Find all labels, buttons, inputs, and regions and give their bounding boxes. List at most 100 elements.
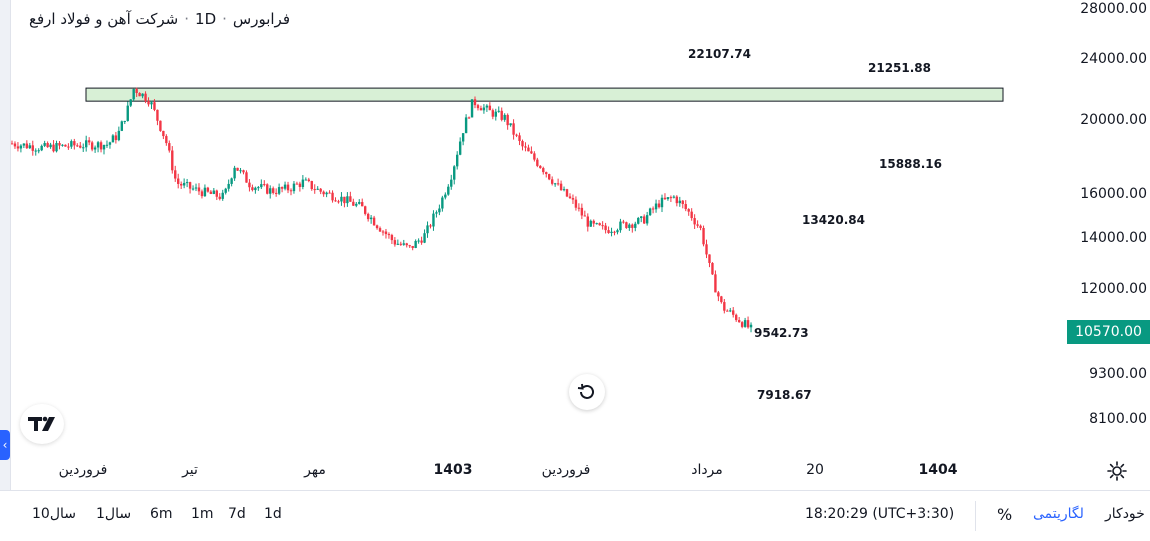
time-tick-label: فروردین: [541, 462, 591, 478]
reset-chart-icon: [577, 383, 594, 399]
candle-body: [37, 150, 40, 152]
clock-timezone[interactable]: 18:20:29 (UTC+3:30): [805, 506, 955, 522]
log-scale-button[interactable]: لگاریتمی: [1033, 506, 1084, 522]
candle-body: [322, 191, 325, 195]
candle-body: [31, 145, 34, 151]
candle-body: [156, 109, 159, 121]
candle-body: [366, 213, 370, 220]
candle-body: [435, 212, 438, 214]
candle-body: [604, 225, 607, 231]
candle-body: [144, 93, 147, 102]
candle-body: [171, 150, 174, 171]
candle-body: [96, 142, 100, 148]
candle-body: [675, 196, 679, 204]
candle-body: [548, 174, 551, 180]
candle-body: [76, 145, 79, 147]
candle-body: [509, 123, 512, 126]
candle-body: [527, 147, 530, 152]
interval-label[interactable]: 1D: [195, 10, 217, 28]
candle-body: [669, 197, 673, 199]
candle-body: [634, 223, 637, 228]
candle-body: [218, 196, 221, 199]
candle-body: [114, 135, 118, 141]
candle-body: [482, 107, 486, 111]
range-10y-button[interactable]: 10سال: [32, 506, 76, 522]
candle-body: [58, 143, 61, 146]
time-tick-label: 20: [806, 462, 824, 478]
candle-body: [453, 166, 456, 180]
candle-body: [340, 196, 343, 202]
time-axis[interactable]: فروردین تیر مهر 1403 فروردین مرداد 20 14…: [0, 455, 1060, 489]
chevron-left-icon[interactable]: ‹: [0, 430, 10, 460]
chart-pane[interactable]: [0, 0, 1060, 455]
candle-body: [553, 183, 557, 185]
candle-body: [55, 143, 58, 152]
candle-body: [200, 191, 204, 197]
candle-body: [690, 211, 693, 219]
candle-body: [399, 243, 403, 245]
gear-icon[interactable]: [1105, 459, 1129, 483]
candle-body: [640, 216, 643, 219]
range-6m-button[interactable]: 6m: [150, 506, 173, 522]
auto-scale-button[interactable]: خودکار: [1105, 506, 1145, 522]
candle-body: [749, 324, 753, 328]
candle-body: [215, 190, 218, 197]
candle-body: [645, 215, 649, 224]
candle-body: [251, 187, 254, 191]
candle-body: [117, 130, 121, 141]
candle-body: [319, 188, 322, 192]
candle-body: [723, 302, 726, 311]
candle-body: [43, 143, 46, 146]
reset-chart-button[interactable]: [569, 374, 605, 410]
candle-body: [283, 184, 287, 189]
candle-body: [708, 254, 711, 263]
candle-body: [687, 209, 690, 212]
range-1y-button[interactable]: 1سال: [96, 506, 132, 522]
candle-body: [266, 184, 269, 194]
candle-body: [16, 146, 20, 149]
candle-body: [67, 146, 70, 148]
price-axis[interactable]: 28000.00 24000.00 20000.00 16000.00 1400…: [1060, 0, 1150, 455]
candle-body: [458, 141, 462, 155]
candle-body: [539, 165, 542, 169]
symbol-name: شرکت آهن و فولاد ارفع: [29, 10, 179, 28]
price-plot[interactable]: [0, 0, 1060, 455]
resistance-zone[interactable]: [85, 87, 1004, 102]
candle-body: [236, 167, 239, 171]
candle-body: [699, 225, 702, 228]
percent-scale-button[interactable]: %: [997, 505, 1013, 524]
candle-body: [577, 207, 581, 209]
candle-body: [441, 197, 444, 209]
candle-body: [420, 240, 423, 243]
tradingview-logo[interactable]: [20, 404, 64, 444]
candle-body: [85, 140, 88, 148]
candle-body: [206, 187, 210, 192]
candle-body: [444, 194, 447, 198]
separator-dot: ·: [222, 10, 227, 28]
candle-body: [530, 151, 533, 154]
candle-body: [301, 179, 305, 187]
candle-body: [87, 140, 91, 143]
candle-body: [429, 225, 432, 227]
candle-body: [414, 240, 417, 249]
candle-body: [470, 99, 474, 118]
candle-body: [49, 144, 52, 148]
candle-body: [274, 192, 278, 194]
candle-body: [456, 154, 459, 167]
candle-body: [46, 143, 49, 148]
candle-body: [185, 182, 189, 184]
candle-body: [533, 153, 536, 160]
price-tick-label: 28000.00: [1080, 1, 1147, 17]
candle-body: [358, 202, 361, 204]
candle-body: [574, 199, 578, 208]
candle-body: [19, 145, 23, 149]
candle-body: [177, 178, 180, 184]
candle-body: [82, 147, 85, 149]
candle-body: [461, 133, 465, 142]
range-1d-button[interactable]: 1d: [264, 506, 282, 522]
range-1m-button[interactable]: 1m: [191, 506, 214, 522]
candle-body: [182, 182, 186, 186]
symbol-title: فرابورس · 1D · شرکت آهن و فولاد ارفع: [26, 10, 293, 28]
range-7d-button[interactable]: 7d: [228, 506, 246, 522]
candle-body: [138, 93, 141, 97]
